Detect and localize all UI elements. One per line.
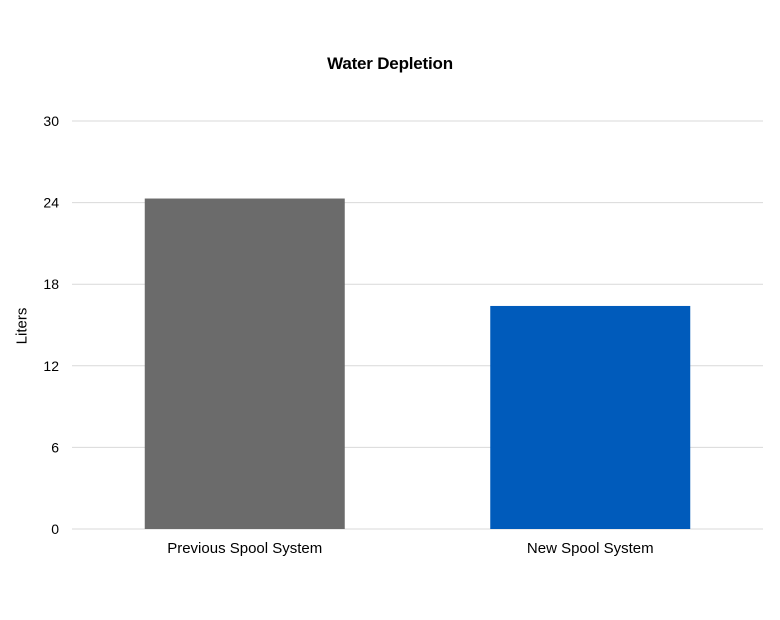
x-tick-labels: Previous Spool System New Spool System bbox=[167, 540, 653, 557]
y-tick-label: 30 bbox=[43, 113, 59, 129]
chart-title: Water Depletion bbox=[327, 54, 453, 73]
x-tick-label: Previous Spool System bbox=[167, 540, 322, 557]
y-tick-label: 0 bbox=[51, 521, 59, 537]
bar-new-spool-system bbox=[490, 305, 691, 529]
bars bbox=[144, 198, 691, 529]
y-tick-label: 6 bbox=[51, 439, 59, 455]
y-tick-label: 12 bbox=[43, 358, 59, 374]
bar-previous-spool-system bbox=[144, 198, 345, 529]
y-tick-labels: 0 6 12 18 24 30 bbox=[43, 113, 59, 537]
y-tick-label: 18 bbox=[43, 276, 59, 292]
y-tick-label: 24 bbox=[43, 195, 59, 211]
x-tick-label: New Spool System bbox=[527, 540, 654, 557]
